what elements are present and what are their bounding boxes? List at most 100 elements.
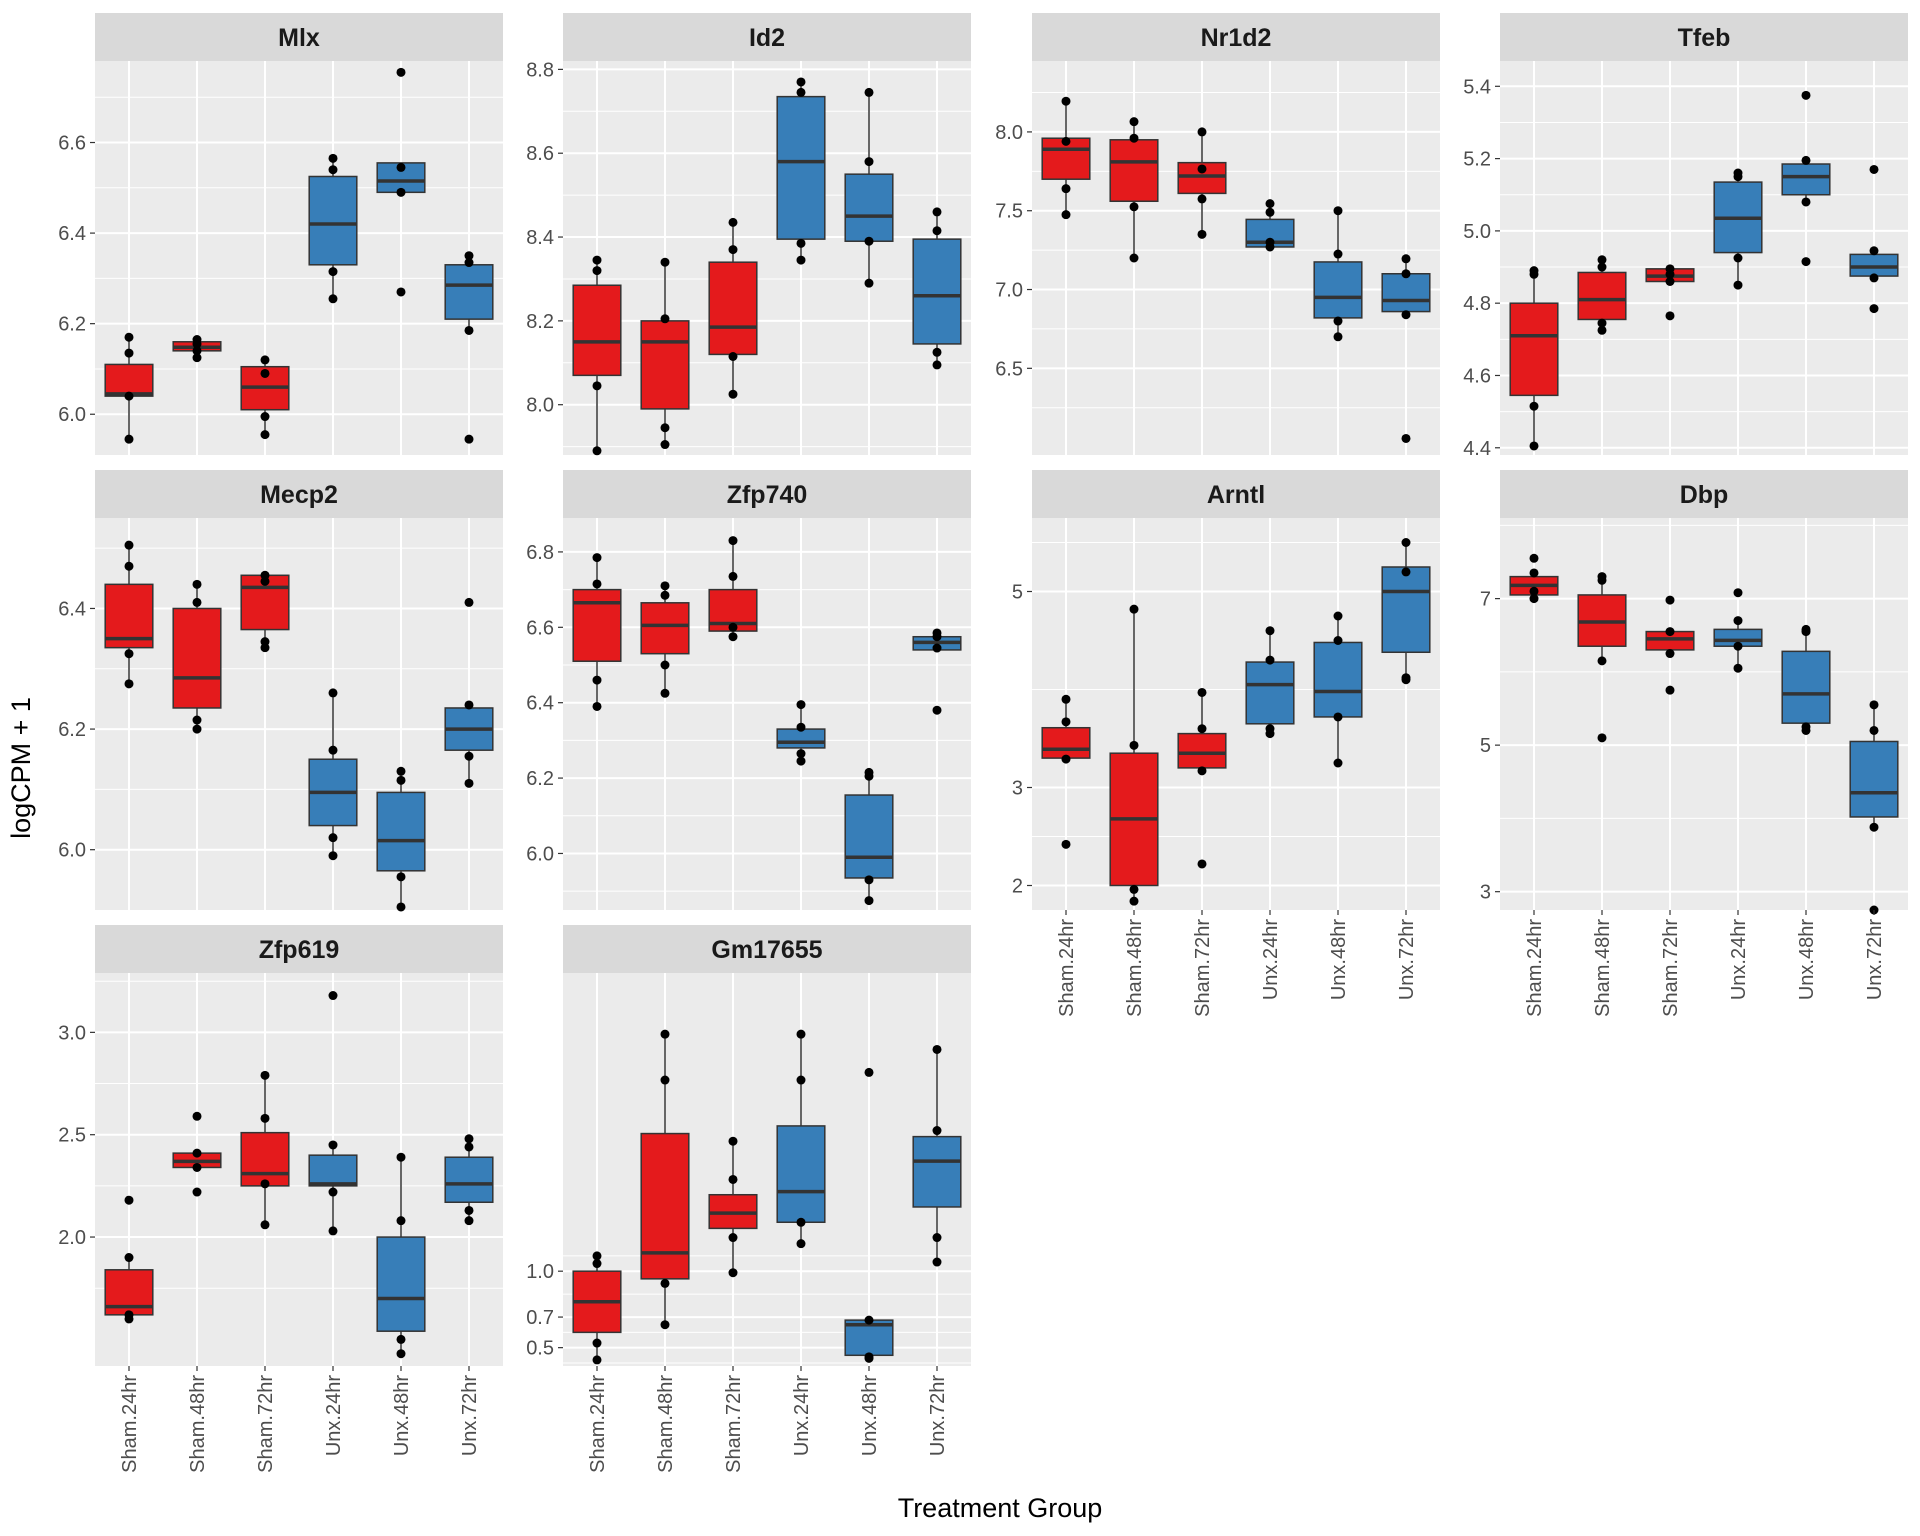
- data-point: [260, 355, 270, 365]
- y-tick-label: 8.2: [526, 311, 554, 333]
- data-point: [1061, 717, 1071, 727]
- data-point: [124, 649, 134, 659]
- data-point: [1529, 441, 1539, 451]
- data-point: [728, 1268, 738, 1278]
- data-point: [864, 87, 874, 97]
- box-iqr: [912, 1135, 962, 1208]
- data-point: [1529, 401, 1539, 411]
- data-point: [660, 1075, 670, 1085]
- y-tick-label: 7: [1480, 589, 1491, 611]
- data-point: [1265, 207, 1275, 217]
- y-axis-title: logCPM + 1: [6, 697, 36, 839]
- data-point: [1061, 136, 1071, 146]
- data-point: [796, 1029, 806, 1039]
- data-point: [1665, 276, 1675, 286]
- data-point: [660, 1278, 670, 1288]
- facet-panel-arntl: Arntl 2 3 5 Sham.24hr Sham.48hr Sham.72hr Unx.2…: [1012, 470, 1440, 1017]
- x-tick-label: Sham.72hr: [255, 1375, 277, 1473]
- data-point: [592, 1355, 602, 1365]
- data-point: [1265, 626, 1275, 636]
- y-tick-label: 2: [1012, 876, 1023, 898]
- data-point: [396, 775, 406, 785]
- data-point: [1869, 246, 1879, 256]
- facet-strip: [95, 470, 503, 518]
- data-point: [328, 991, 338, 1001]
- facet-strip-title: Id2: [749, 24, 785, 52]
- data-point: [1529, 586, 1539, 596]
- data-point: [1401, 433, 1411, 443]
- data-point: [932, 360, 942, 370]
- data-point: [1265, 237, 1275, 247]
- panels-layer: Mlx 6.0 6.2 6.4 6.6 Id2 8.0 8.2 8.4 8.6 8.8 Nr1d2 6.…: [58, 13, 1908, 1473]
- facet-strip-title: Zfp740: [727, 481, 808, 509]
- data-point: [660, 1029, 670, 1039]
- x-tick-label: Unx.48hr: [1796, 919, 1818, 1000]
- data-point: [1665, 311, 1675, 321]
- facet-panel-id2: Id2 8.0 8.2 8.4 8.6 8.8: [526, 13, 971, 456]
- y-tick-label: 0.5: [526, 1338, 554, 1360]
- data-point: [1597, 325, 1607, 335]
- y-tick-label: 2.0: [58, 1227, 86, 1249]
- data-point: [932, 1233, 942, 1243]
- box-iqr: [640, 320, 690, 410]
- data-point: [464, 700, 474, 710]
- facet-panel-gm17655: Gm17655 0.5 0.7 1.0 Sham.24hr Sham.48hr Sham.7…: [526, 925, 971, 1473]
- data-point: [464, 1134, 474, 1144]
- data-point: [192, 579, 202, 589]
- box-iqr: [1109, 139, 1159, 203]
- box-iqr: [104, 363, 154, 397]
- data-point: [260, 1113, 270, 1123]
- data-point: [396, 1216, 406, 1226]
- x-tick-label: Sham.72hr: [1192, 919, 1214, 1017]
- data-point: [1801, 257, 1811, 267]
- y-tick-label: 6.2: [526, 768, 554, 790]
- data-point: [396, 1152, 406, 1162]
- data-point: [1061, 839, 1071, 849]
- box-iqr: [444, 264, 494, 320]
- facet-strip: [95, 13, 503, 61]
- data-point: [1197, 766, 1207, 776]
- box-iqr: [1849, 253, 1899, 277]
- y-tick-label: 8.4: [526, 227, 554, 249]
- data-point: [1597, 318, 1607, 328]
- data-point: [1869, 725, 1879, 735]
- data-point: [192, 346, 202, 356]
- data-point: [1401, 269, 1411, 279]
- box-iqr: [1313, 641, 1363, 718]
- data-point: [396, 162, 406, 172]
- data-point: [592, 381, 602, 391]
- data-point: [124, 540, 134, 550]
- data-point: [192, 353, 202, 363]
- data-point: [1333, 206, 1343, 216]
- data-point: [1129, 604, 1139, 614]
- x-tick-label: Unx.24hr: [323, 1375, 345, 1456]
- data-point: [1665, 595, 1675, 605]
- y-tick-label: 6.0: [58, 840, 86, 862]
- x-tick-label: Unx.72hr: [459, 1375, 481, 1456]
- data-point: [1597, 572, 1607, 582]
- panel-background: [95, 61, 503, 455]
- data-point: [864, 236, 874, 246]
- box-iqr: [708, 261, 758, 356]
- data-point: [1265, 655, 1275, 665]
- x-tick-label: Sham.48hr: [187, 1375, 209, 1473]
- data-point: [260, 1179, 270, 1189]
- data-point: [1129, 740, 1139, 750]
- data-point: [328, 294, 338, 304]
- data-point: [592, 579, 602, 589]
- facet-panel-dbp: Dbp 3 5 7 Sham.24hr Sham.48hr Sham.72hr Unx.24h…: [1480, 470, 1908, 1017]
- data-point: [328, 851, 338, 861]
- box-iqr: [308, 175, 358, 266]
- y-tick-label: 6.4: [526, 693, 554, 715]
- panel-background: [1032, 61, 1440, 455]
- x-tick-label: Unx.48hr: [391, 1375, 413, 1456]
- data-point: [592, 266, 602, 276]
- facet-strip: [1032, 470, 1440, 518]
- facet-panel-tfeb: Tfeb 4.4 4.6 4.8 5.0 5.2 5.4: [1463, 13, 1908, 460]
- x-tick-label: Sham.72hr: [1660, 919, 1682, 1017]
- data-point: [592, 446, 602, 456]
- data-point: [728, 217, 738, 227]
- y-tick-label: 6.0: [526, 843, 554, 865]
- data-point: [1529, 594, 1539, 604]
- facet-strip: [563, 13, 971, 61]
